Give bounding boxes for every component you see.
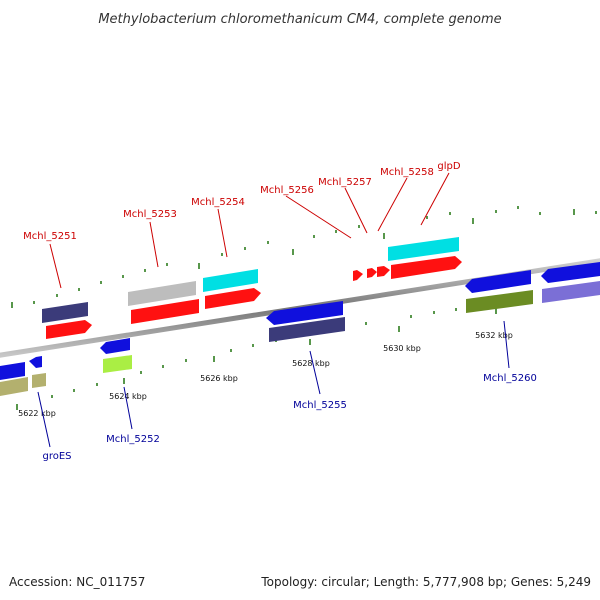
gene-groes-feature[interactable] bbox=[0, 377, 28, 396]
gene-groes-feature[interactable] bbox=[29, 356, 42, 368]
accession-text: Accession: NC_011757 bbox=[9, 575, 145, 589]
map-title: Methylobacterium chloromethanicum CM4, c… bbox=[98, 12, 501, 27]
gene-mchl-5251-feature[interactable] bbox=[46, 320, 92, 339]
callout-line bbox=[217, 208, 228, 258]
outer-tick-ruler bbox=[11, 206, 597, 308]
gene-label-mchl-5251[interactable]: Mchl_5251 bbox=[23, 231, 77, 242]
gene-groes-feature[interactable] bbox=[32, 373, 46, 388]
gene-mchl-5256-feature[interactable] bbox=[353, 270, 363, 281]
scale-tick-label: 5626 kbp bbox=[200, 374, 238, 383]
gene-glpd-feature[interactable] bbox=[391, 256, 462, 279]
gene-label-mchl-5254[interactable]: Mchl_5254 bbox=[191, 197, 245, 208]
gene-glpd-feature[interactable] bbox=[388, 237, 459, 261]
gene-mchl-5260-feature[interactable] bbox=[465, 270, 531, 293]
gene-mchl-5255-feature[interactable] bbox=[269, 317, 345, 342]
scale-tick-labels: 5622 kbp 5624 kbp 5626 kbp 5628 kbp 5630… bbox=[18, 331, 513, 418]
gene-mchl-5254-feature[interactable] bbox=[203, 269, 258, 292]
gene-mchl-5252-feature[interactable] bbox=[103, 355, 132, 373]
scale-tick-label: 5630 kbp bbox=[383, 344, 421, 353]
gene-label-mchl-5257[interactable]: Mchl_5257 bbox=[318, 177, 372, 188]
callout-line bbox=[49, 243, 62, 289]
gene-label-groes[interactable]: groES bbox=[42, 451, 71, 462]
gene-mchl-5254-feature[interactable] bbox=[205, 288, 261, 309]
callout-line bbox=[149, 221, 159, 268]
gene-label-mchl-5256[interactable]: Mchl_5256 bbox=[260, 185, 314, 196]
callout-line bbox=[123, 386, 133, 430]
scale-tick-label: 5632 kbp bbox=[475, 331, 513, 340]
callout-line bbox=[37, 391, 51, 448]
gene-mchl-5255-feature[interactable] bbox=[266, 301, 343, 325]
gene-label-mchl-5252[interactable]: Mchl_5252 bbox=[106, 434, 160, 445]
gene-label-mchl-5258[interactable]: Mchl_5258 bbox=[380, 167, 434, 178]
gene-mchl-5257-feature[interactable] bbox=[367, 268, 377, 278]
gene-labels: Mchl_5251 Mchl_5253 Mchl_5254 Mchl_5256 … bbox=[23, 161, 537, 462]
callout-line bbox=[503, 320, 510, 369]
gene-mchl-5252-feature[interactable] bbox=[100, 338, 130, 354]
gene-mchl-5251-feature[interactable] bbox=[42, 302, 88, 323]
scale-tick-label: 5622 kbp bbox=[18, 409, 56, 418]
reverse-strand-genes[interactable] bbox=[0, 262, 600, 396]
callout-line bbox=[309, 350, 321, 395]
gene-label-glpd[interactable]: glpD bbox=[437, 161, 460, 172]
gene-label-mchl-5253[interactable]: Mchl_5253 bbox=[123, 209, 177, 220]
callout-line bbox=[420, 172, 450, 226]
gene-mchl-5258-feature[interactable] bbox=[377, 266, 390, 277]
callout-line bbox=[285, 195, 352, 239]
scale-tick-label: 5624 kbp bbox=[109, 392, 147, 401]
gene-mchl-5260-feature[interactable] bbox=[466, 290, 533, 313]
gene-label-mchl-5255[interactable]: Mchl_5255 bbox=[293, 400, 347, 411]
callout-line bbox=[377, 177, 408, 232]
forward-strand-genes[interactable] bbox=[42, 237, 462, 339]
gene-mchl-5253-feature[interactable] bbox=[128, 281, 196, 306]
gene-label-mchl-5260[interactable]: Mchl_5260 bbox=[483, 373, 537, 384]
genome-summary-text: Topology: circular; Length: 5,777,908 bp… bbox=[260, 575, 591, 589]
scale-tick-label: 5628 kbp bbox=[292, 359, 330, 368]
callout-line bbox=[344, 187, 368, 234]
gene-feature[interactable] bbox=[541, 262, 600, 283]
label-callout-lines bbox=[37, 172, 510, 448]
gene-mchl-5253-feature[interactable] bbox=[131, 299, 199, 324]
gene-feature[interactable] bbox=[542, 281, 600, 303]
gene-groes-feature[interactable] bbox=[0, 362, 25, 380]
